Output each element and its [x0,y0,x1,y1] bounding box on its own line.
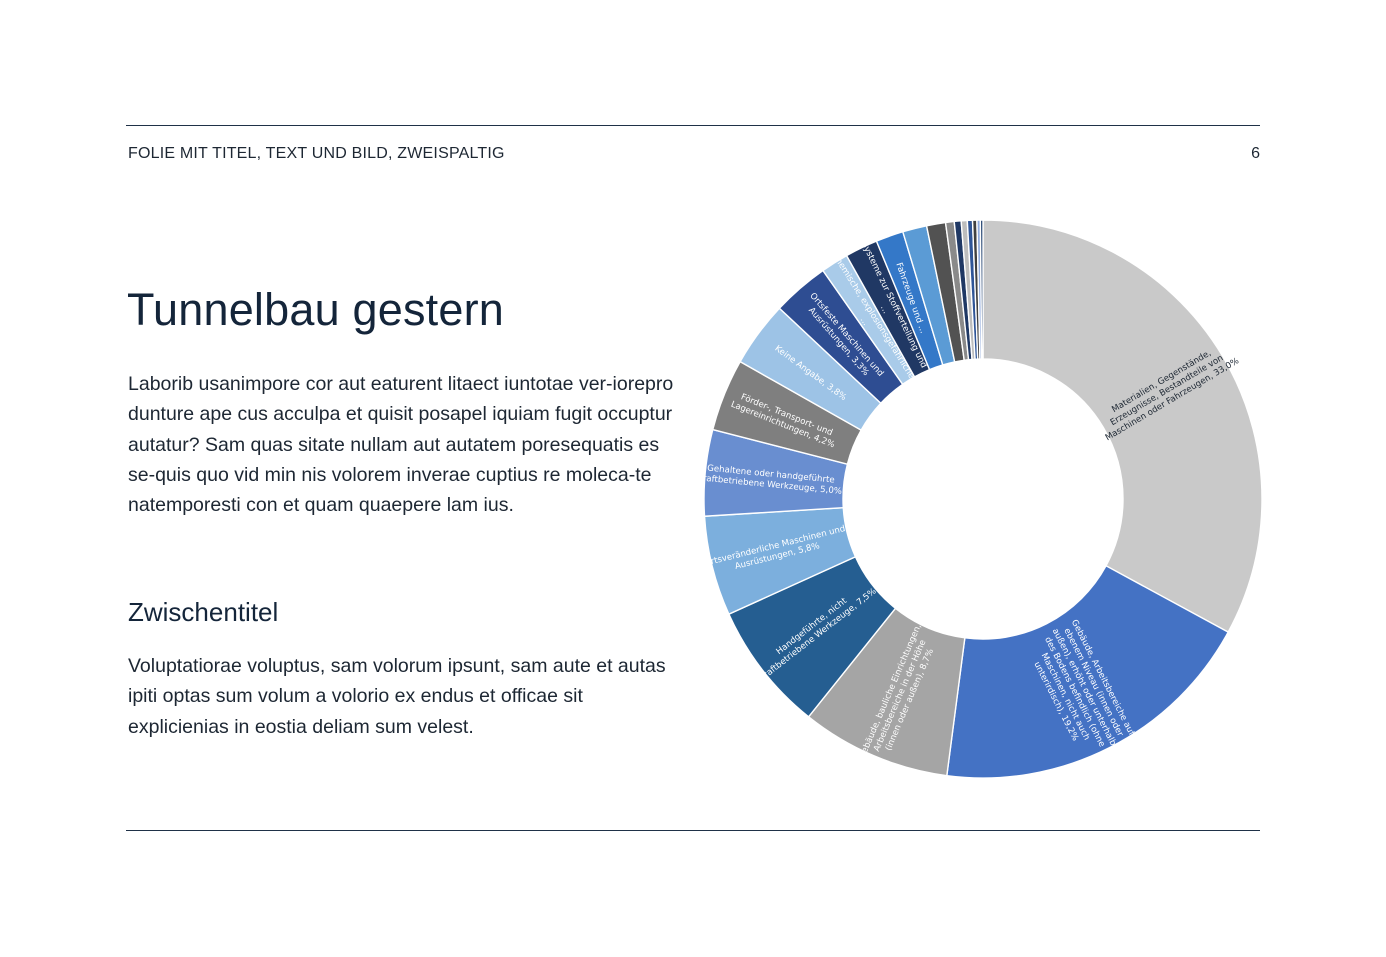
donut-slice-21 [979,219,984,360]
page-number: 6 [1251,145,1260,162]
donut-slice-2 [946,564,1230,779]
slide-title: Tunnelbau gestern [127,284,505,335]
donut-chart: Materialien, Gegenstände,Erzeugnisse, Be… [697,219,1263,779]
body-paragraph-1: Laborib usanimpore cor aut eaturent lita… [128,373,674,517]
slide-header-label: FOLIE MIT TITEL, TEXT UND BILD, ZWEISPAL… [128,145,505,162]
body-paragraph-2: Voluptatiorae voluptus, sam volorum ipsu… [128,655,666,738]
bottom-rule [126,830,1260,831]
donut-slice-1 [982,219,1263,634]
slide-subtitle: Zwischentitel [128,597,279,627]
top-rule [126,125,1260,126]
